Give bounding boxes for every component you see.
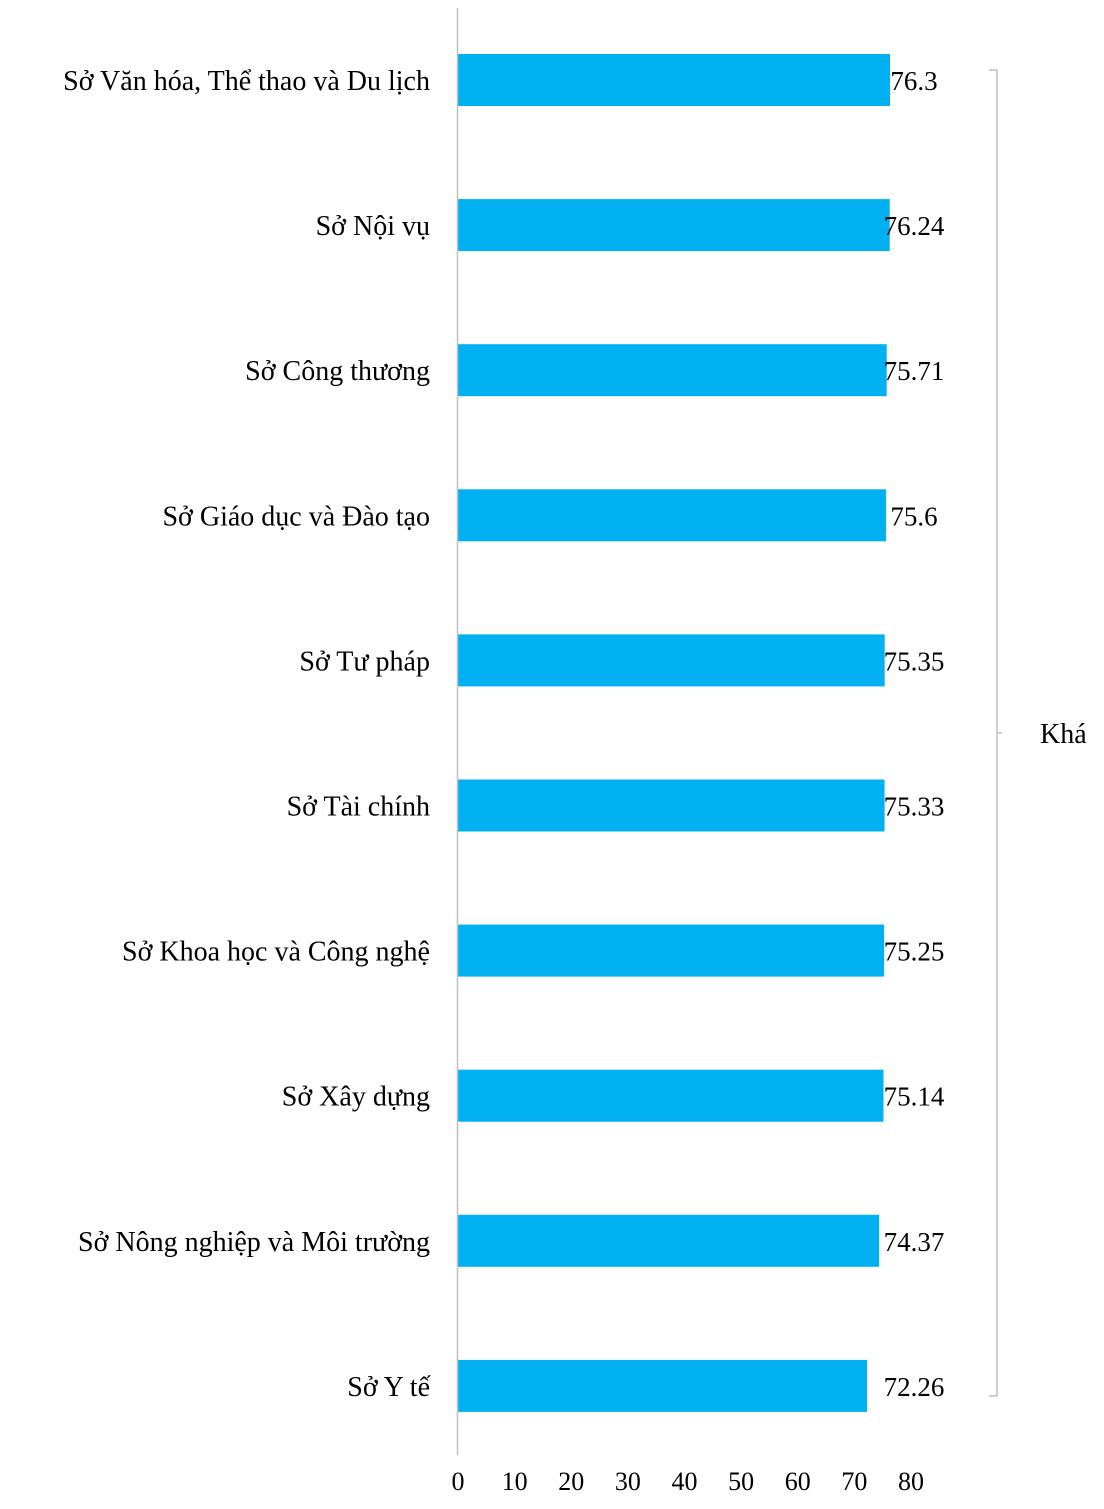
x-tick-label-4: 30 xyxy=(615,1467,641,1496)
value-label-10: 72.26 xyxy=(884,1372,945,1402)
bar-10 xyxy=(458,1359,868,1412)
value-label-8: 75.14 xyxy=(884,1082,945,1112)
value-label-5: 75.35 xyxy=(884,646,945,676)
x-tick-label-2: 10 xyxy=(502,1467,528,1496)
group-bracket-label: Khá xyxy=(1040,719,1087,750)
value-label-4: 75.6 xyxy=(890,501,937,531)
bar-7 xyxy=(458,924,885,977)
x-tick-label-6: 50 xyxy=(728,1467,754,1496)
bars-layer xyxy=(458,54,891,1412)
bar-1 xyxy=(458,54,891,106)
bar-5 xyxy=(458,634,885,687)
x-tick-label-1: 0 xyxy=(452,1467,465,1496)
x-tick-label-9: 80 xyxy=(898,1467,924,1496)
bar-2 xyxy=(458,199,890,252)
category-label-2: Sở Nội vụ xyxy=(316,211,430,242)
value-label-2: 76.24 xyxy=(884,211,945,241)
bar-6 xyxy=(458,779,885,832)
bar-9 xyxy=(458,1214,880,1267)
category-label-10: Sở Y tế xyxy=(347,1372,431,1403)
value-label-1: 76.3 xyxy=(890,66,937,96)
category-label-4: Sở Giáo dục và Đào tạo xyxy=(162,501,430,532)
category-label-8: Sở Xây dựng xyxy=(282,1082,430,1113)
x-tick-label-7: 60 xyxy=(785,1467,811,1496)
value-label-7: 75.25 xyxy=(884,937,945,967)
category-label-6: Sở Tài chính xyxy=(287,792,430,823)
value-label-6: 75.33 xyxy=(884,792,945,822)
bar-4 xyxy=(458,489,887,542)
bar-3 xyxy=(458,344,887,397)
category-label-7: Sở Khoa học và Công nghệ xyxy=(122,937,430,968)
x-tick-label-3: 20 xyxy=(558,1467,584,1496)
value-label-3: 75.71 xyxy=(884,356,945,386)
category-label-3: Sở Công thương xyxy=(245,356,430,387)
x-tick-label-8: 70 xyxy=(841,1467,867,1496)
x-tick-label-5: 40 xyxy=(672,1467,698,1496)
category-label-1: Sở Văn hóa, Thể thao và Du lịch xyxy=(63,66,430,97)
group-bracket-layer: Khá xyxy=(989,69,1087,1397)
category-label-9: Sở Nông nghiệp và Môi trường xyxy=(78,1227,430,1258)
value-label-9: 74.37 xyxy=(884,1227,945,1257)
category-label-5: Sở Tư pháp xyxy=(299,646,430,677)
group-bracket xyxy=(989,69,1002,1397)
bar-8 xyxy=(458,1069,884,1122)
labels-layer: Sở Văn hóa, Thể thao và Du lịch Sở Nội vụ… xyxy=(63,66,945,1496)
